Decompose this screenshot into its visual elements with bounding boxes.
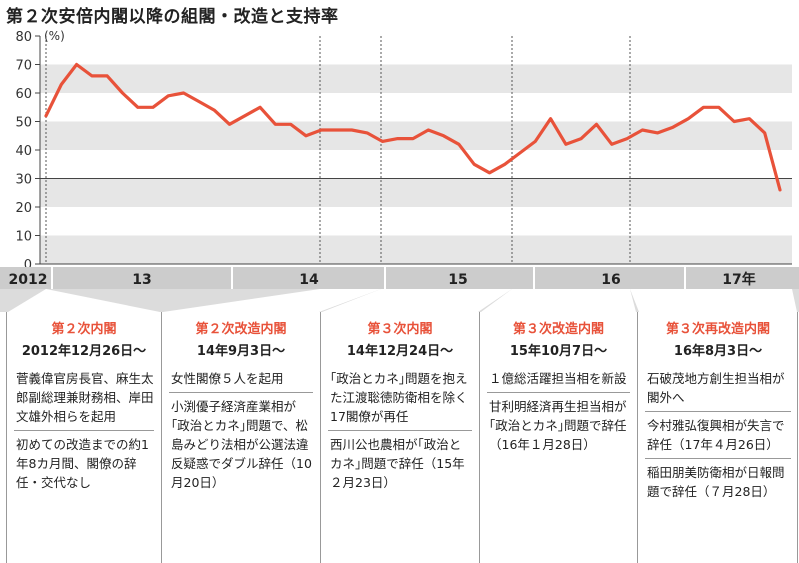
panel-note: 石破茂地方創生担当相が閣外へ [647,371,785,405]
panel-note: 西川公也農相が｢政治とカネ｣問題で辞任（15年２月23日） [330,437,465,490]
panel-border [161,312,162,563]
note-divider [487,392,630,393]
panel-note: 菅義偉官房長官、麻生太郎副総理兼財務相、岸田文雄外相らを起用 [16,371,154,424]
panel-border [637,312,638,563]
y-tick-label: 0 [24,258,32,273]
grid-band [40,64,792,93]
panel-connector [163,289,381,312]
y-tick-label: 30 [15,173,32,188]
y-tick-label: 10 [15,230,32,245]
grid-band [40,178,792,207]
panel-note: 稲田朋美防衛相が日報問題で辞任（７月28日） [647,465,785,499]
panel-note: 甘利明経済再生担当相が｢政治とカネ｣問題で辞任（16年１月28日） [489,399,627,452]
note-divider [645,458,791,459]
y-tick-label: 60 [15,87,32,102]
panel-date: 16年8月3日～ [673,344,763,359]
chart-title: 第２次安倍内閣以降の組閣・改造と支持率 [6,7,339,27]
panel-connector [8,289,160,312]
panel-heading: 第２次改造内閣 [195,322,287,337]
y-tick-label: 70 [15,59,32,74]
y-tick-label: 50 [15,116,32,131]
panel-heading: 第３次内閣 [367,322,433,337]
panel-note: 小渕優子経済産業相が｢政治とカネ｣問題で、松島みどり法相が公選法違反疑惑でダブル… [171,399,312,490]
y-tick-label: 80 [15,30,32,45]
panel-cabinet-2-reshuffle: 第２次改造内閣 14年9月3日～ 女性閣僚５人を起用 小渕優子経済産業相が｢政治… [163,312,319,563]
grid-band [40,235,792,264]
panel-connector [322,289,512,312]
panel-date: 14年9月3日～ [196,344,286,359]
panel-cabinet-3-second-reshuffle: 第３次再改造内閣 16年8月3日～ 石破茂地方創生担当相が閣外へ 今村雅弘復興相… [639,312,797,563]
panel-border [320,312,321,563]
note-divider [169,392,313,393]
y-tick-label: 20 [15,201,32,216]
x-tick-label: 15 [448,272,467,288]
panel-heading: 第２次内閣 [51,322,117,337]
x-tick-label: 14 [299,272,319,288]
panel-border [797,312,798,563]
panel-date: 14年12月24日～ [346,344,454,359]
approval-rating-line [44,62,782,192]
unit-label: (%) [44,29,65,43]
panel-date: 2012年12月26日～ [21,344,147,359]
panel-cabinet-3-reshuffle: 第３次改造内閣 15年10月7日～ １億総活躍担当相を新設 甘利明経済再生担当相… [481,312,636,563]
panel-connector [630,289,797,312]
panel-cabinet-3: 第３次内閣 14年12月24日～ ｢政治とカネ｣問題を抱えた江渡聡徳防衛相を除く… [322,312,478,563]
x-tick-label: 2012 [9,272,48,288]
x-tick-label: 16 [601,272,620,288]
x-tick-label: 17年 [722,271,755,288]
x-axis-bar [0,267,799,289]
panel-border [479,312,480,563]
note-divider [328,430,472,431]
panel-note: 女性閣僚５人を起用 [171,371,284,386]
panel-border [6,312,7,563]
panel-note: １億総活躍担当相を新設 [489,371,627,386]
panel-heading: 第３次再改造内閣 [665,322,770,337]
panel-note: ｢政治とカネ｣問題を抱えた江渡聡徳防衛相を除く17閣僚が再任 [330,371,468,424]
y-tick-label: 40 [15,144,32,159]
panel-note: 今村雅弘復興相が失言で辞任（17年４月26日） [647,418,785,452]
panel-note: 初めての改造までの約1年8カ月間、閣僚の辞任・交代なし [16,437,149,490]
x-tick-label: 13 [132,272,151,288]
panel-cabinet-2: 第２次内閣 2012年12月26日～ 菅義偉官房長官、麻生太郎副総理兼財務相、岸… [8,312,160,563]
panel-connector [481,289,636,312]
note-divider [14,430,154,431]
note-divider [645,411,791,412]
panel-heading: 第３次改造内閣 [512,322,604,337]
panel-date: 15年10月7日～ [509,344,608,359]
